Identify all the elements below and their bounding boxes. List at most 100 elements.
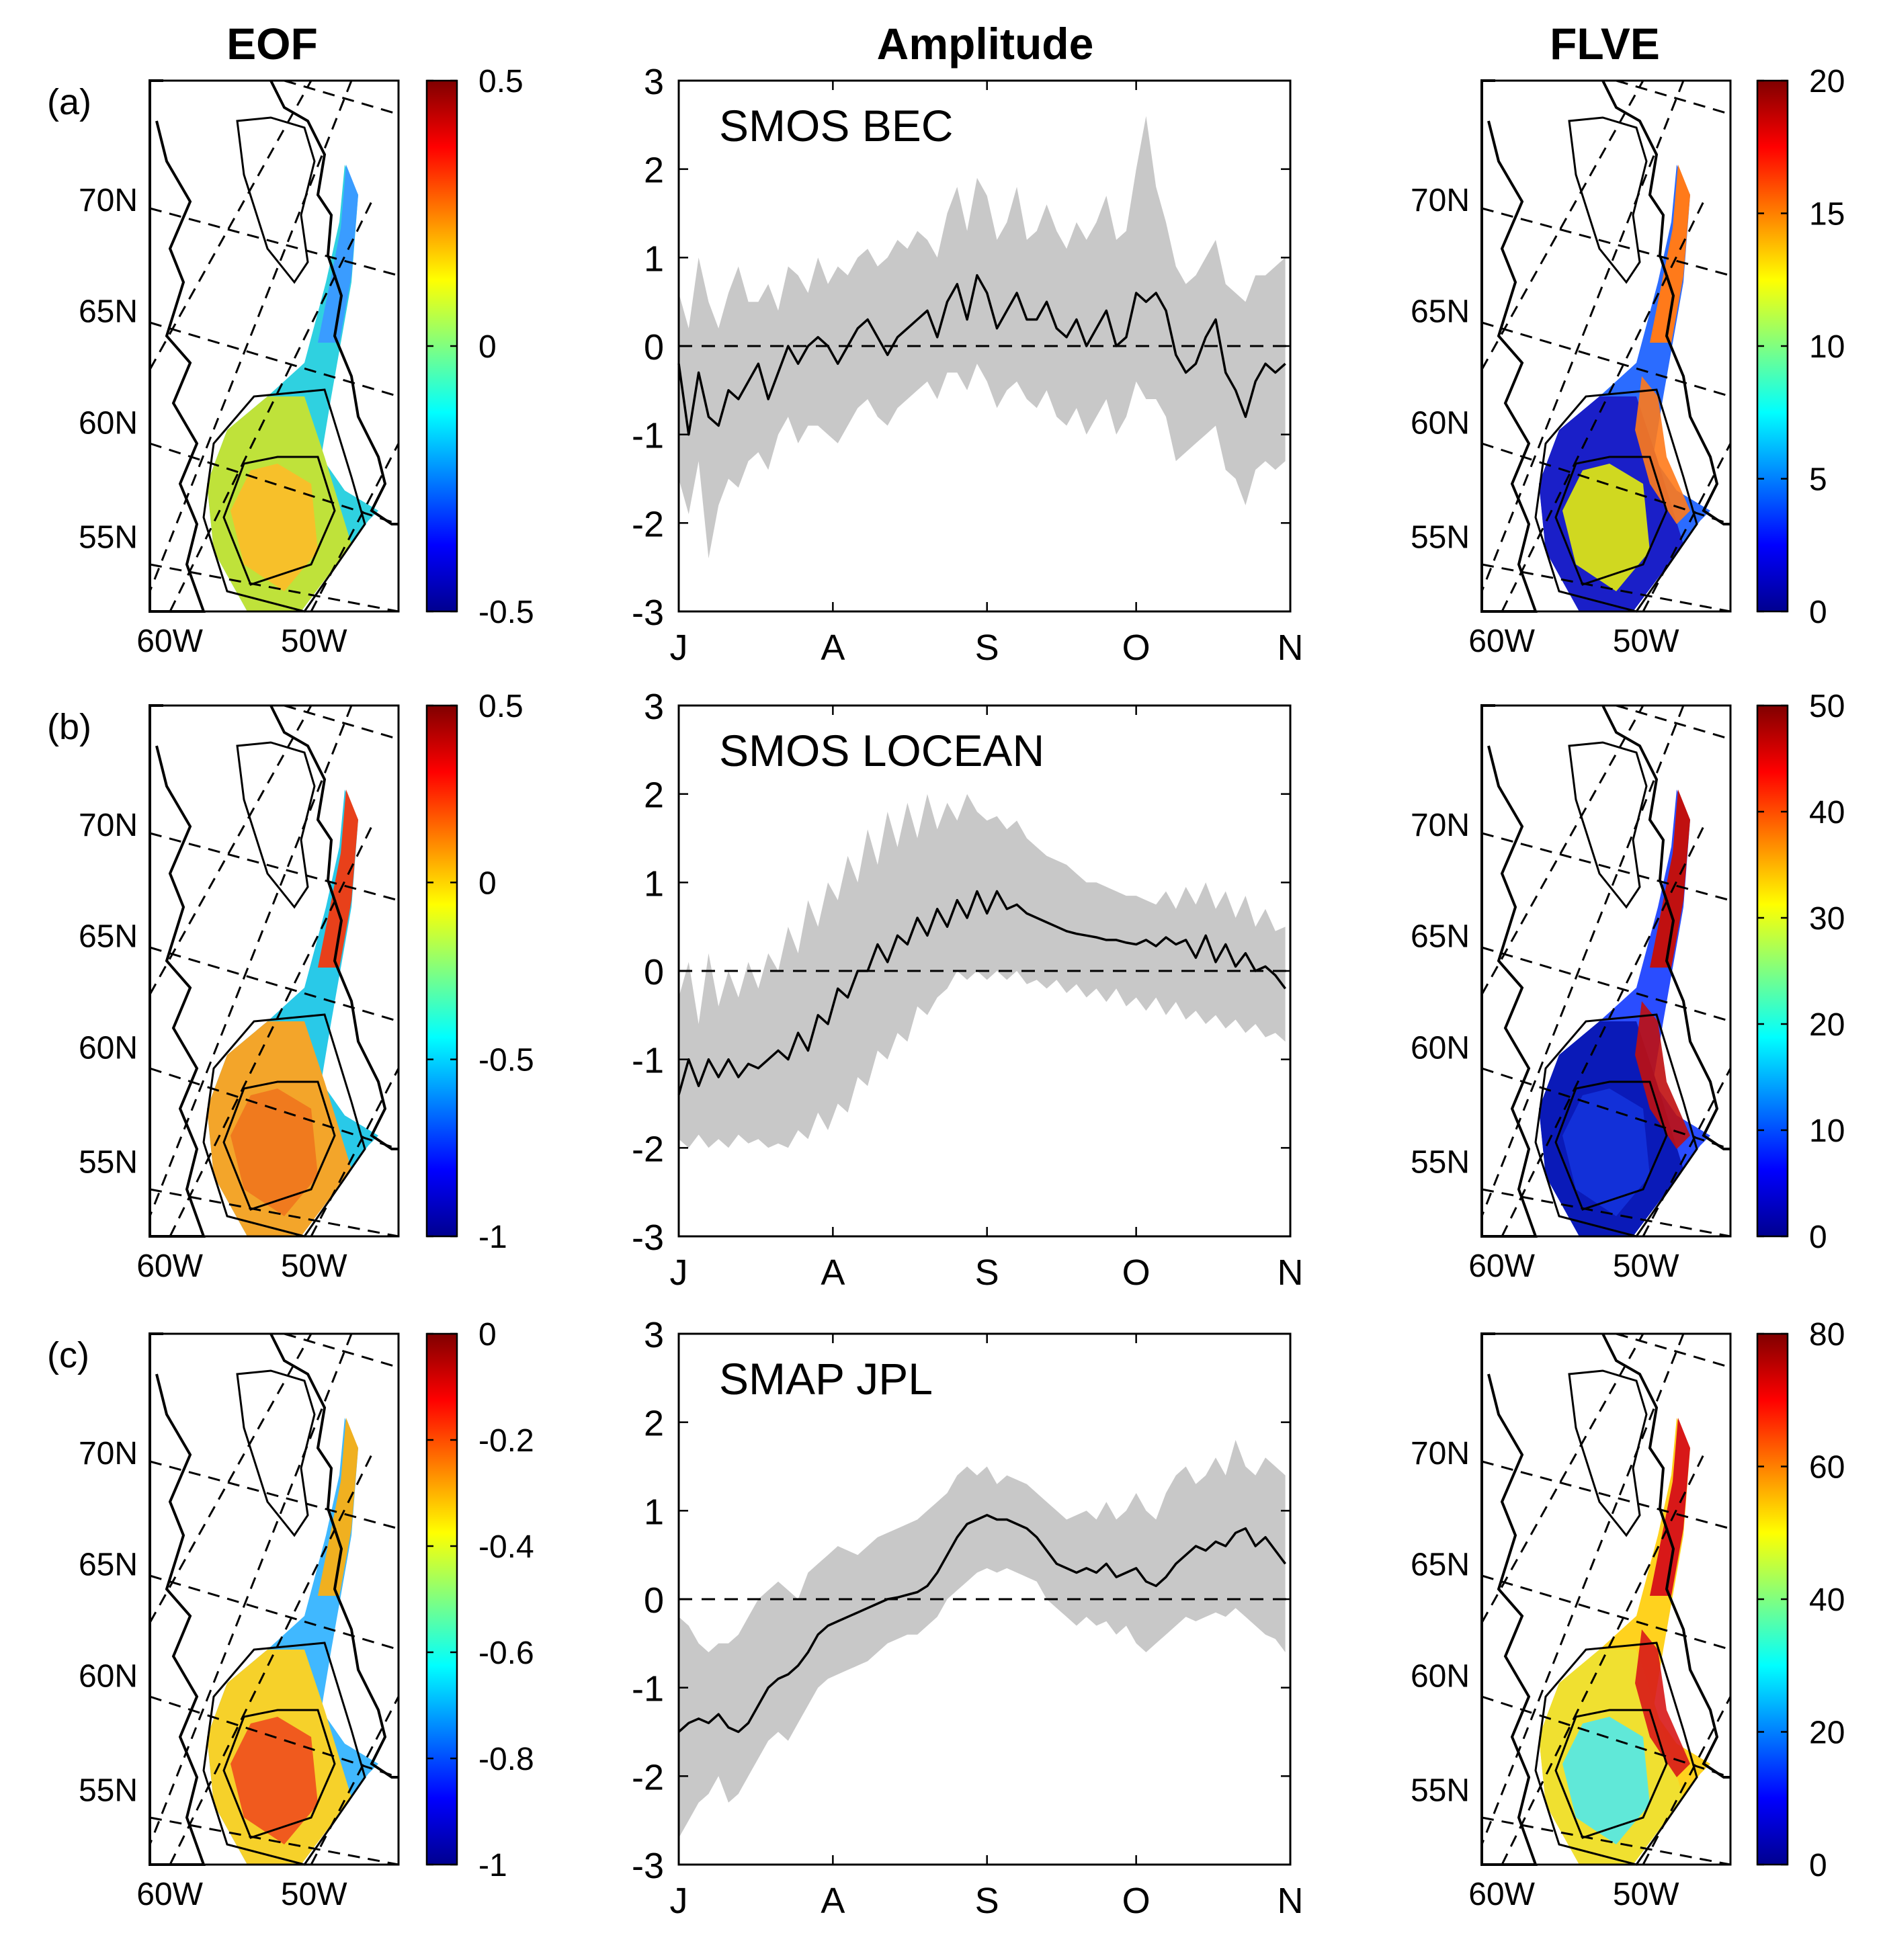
- x-tick-label: N: [1278, 1252, 1304, 1293]
- graticule-line: [1642, 443, 1732, 612]
- graticule-line: [1481, 442, 1731, 525]
- latitude-label: 70N: [79, 808, 138, 843]
- graticule-line: [149, 80, 353, 592]
- graticule-line: [149, 1333, 353, 1845]
- eof-colorbar-tick-label: 0: [478, 865, 497, 901]
- latitude-label: 65N: [1411, 294, 1470, 330]
- graticule-line: [149, 705, 312, 995]
- labrador-sea-contour: [222, 1080, 336, 1211]
- flve-map-frame: [1480, 704, 1732, 1238]
- latitude-label: 55N: [79, 1144, 138, 1180]
- flve-colorbar-tick-label: 30: [1809, 901, 1845, 937]
- dataset-label: SMOS BEC: [719, 101, 953, 151]
- graticule-line: [149, 1695, 399, 1779]
- y-tick-label: 3: [644, 1315, 664, 1355]
- flve-colorbar-tick-label: 0: [1809, 1220, 1827, 1255]
- graticule-line: [310, 1696, 400, 1865]
- graticule-line: [1480, 80, 1644, 370]
- graticule-line: [1481, 1188, 1731, 1238]
- y-tick-label: -1: [632, 1041, 664, 1081]
- flve-colorbar-tick-label: 0: [1809, 595, 1827, 630]
- labrador-sea-contour: [222, 1709, 336, 1839]
- eof-colorbar-tick-label: 0: [478, 329, 497, 365]
- graticule-line: [149, 1333, 312, 1623]
- amplitude-mean-line: [677, 890, 1286, 1095]
- graticule-line: [310, 1068, 400, 1237]
- longitude-label: 60W: [1468, 1877, 1535, 1912]
- flve-colorbar-tick-label: 50: [1809, 689, 1845, 724]
- graticule-line: [149, 80, 312, 370]
- y-tick-label: -3: [632, 1218, 664, 1258]
- longitude-label: 60W: [136, 1877, 203, 1912]
- latitude-label: 65N: [79, 919, 138, 955]
- graticule-line: [149, 946, 399, 1023]
- x-tick-label: A: [821, 628, 845, 668]
- graticule-line: [149, 1188, 399, 1238]
- flve-field-boundary-current: [1635, 1629, 1690, 1777]
- y-tick-label: 2: [644, 1404, 664, 1444]
- graticule-line: [149, 442, 399, 525]
- eof-field-center: [231, 464, 318, 591]
- flve-colorbar-tick-label: 0: [1809, 1848, 1827, 1883]
- amplitude-spread-band: [679, 116, 1286, 558]
- eof-colorbar-tick-label: 0: [478, 1317, 497, 1353]
- x-tick-label: O: [1122, 1881, 1151, 1921]
- graticule-line: [149, 207, 399, 277]
- longitude-label: 50W: [1613, 624, 1679, 659]
- labrador-sea-contour: [1554, 1080, 1668, 1211]
- x-tick-label: S: [975, 1252, 999, 1293]
- flve-field-east-greenland: [1650, 1418, 1690, 1596]
- flve-colorbar-tick-label: 40: [1809, 1582, 1845, 1618]
- amplitude-spread-band: [679, 1440, 1286, 1838]
- latitude-label: 55N: [1411, 1144, 1470, 1180]
- column-title-flve: FLVE: [1550, 19, 1660, 69]
- x-tick-label: N: [1278, 1881, 1304, 1921]
- latitude-label: 65N: [1411, 919, 1470, 955]
- amplitude-mean-line: [677, 1514, 1286, 1734]
- y-tick-label: 1: [644, 239, 664, 279]
- latitude-label: 70N: [79, 183, 138, 218]
- panel-label: (b): [47, 707, 91, 747]
- latitude-label: 60N: [1411, 1031, 1470, 1066]
- y-tick-label: -3: [632, 593, 664, 633]
- eof-colorbar: [425, 1332, 458, 1866]
- y-tick-label: 2: [644, 775, 664, 816]
- graticule-line: [149, 1067, 399, 1150]
- eof-map-frame: [149, 704, 400, 1238]
- y-tick-label: 1: [644, 1492, 664, 1532]
- greenland-coastline: [1601, 705, 1730, 1150]
- column-title-amplitude: Amplitude: [877, 19, 1094, 69]
- greenland-coastline: [1601, 80, 1730, 525]
- graticule-line: [1480, 1333, 1685, 1845]
- graticule-line: [1480, 705, 1644, 995]
- y-tick-label: -2: [632, 1129, 664, 1169]
- flve-field-east-greenland: [1650, 165, 1690, 343]
- latitude-label: 65N: [1411, 1547, 1470, 1583]
- panel-label: (c): [47, 1335, 89, 1375]
- latitude-label: 70N: [79, 1436, 138, 1472]
- eof-colorbar-tick-label: -0.2: [478, 1423, 534, 1459]
- latitude-label: 55N: [79, 1773, 138, 1808]
- longitude-label: 50W: [1613, 1877, 1679, 1912]
- flve-colorbar-tick-label: 80: [1809, 1317, 1845, 1353]
- latitude-label: 55N: [1411, 1773, 1470, 1808]
- graticule-line: [1481, 563, 1731, 613]
- flve-colorbar-tick-label: 40: [1809, 795, 1845, 830]
- eof-field-center: [231, 1717, 318, 1844]
- graticule-line: [1642, 1696, 1732, 1865]
- latitude-label: 70N: [1411, 183, 1470, 218]
- flve-field-boundary-current: [1635, 376, 1690, 524]
- longitude-label: 60W: [136, 624, 203, 659]
- labrador-sea-contour: [1554, 456, 1668, 586]
- graticule-line: [1481, 1574, 1731, 1651]
- longitude-label: 50W: [281, 1248, 347, 1284]
- graticule-line: [169, 1454, 373, 1865]
- y-tick-label: 0: [644, 327, 664, 368]
- eof-map-frame: [149, 79, 400, 613]
- eof-map-frame: [149, 1332, 400, 1866]
- flve-map-frame: [1480, 79, 1732, 613]
- eof-colorbar: [425, 704, 458, 1238]
- graticule-line: [1642, 1068, 1732, 1237]
